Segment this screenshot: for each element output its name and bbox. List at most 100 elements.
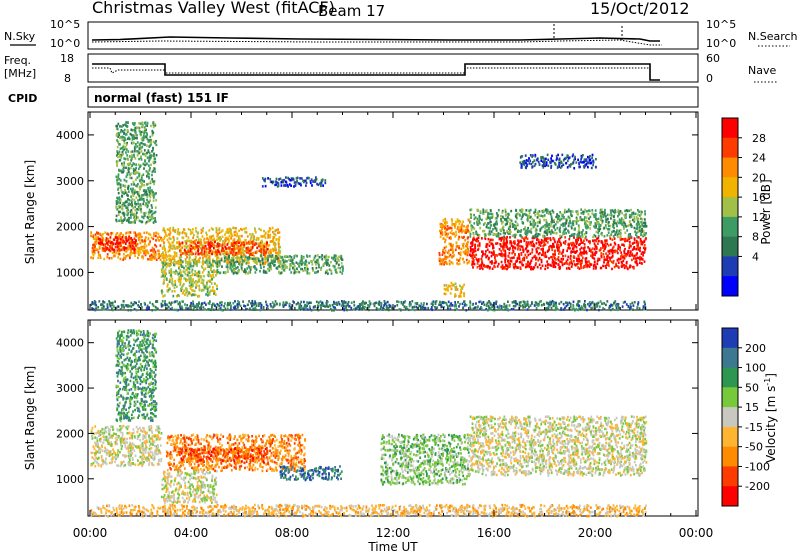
power-echo-cell [116, 178, 119, 182]
power-echo-cell [308, 261, 310, 265]
power-echo-cell [138, 194, 141, 198]
power-echo-cell [622, 238, 625, 241]
power-echo-cell [97, 253, 100, 257]
freq-label-line2: [MHz] [4, 67, 36, 80]
power-echo-cell [195, 251, 197, 254]
power-echo-cell [441, 231, 444, 234]
power-echo-cell [119, 199, 122, 202]
power-echo-cell [170, 268, 173, 271]
power-echo-cell [640, 240, 643, 243]
power-echo-cell [542, 225, 545, 228]
power-echo-cell [143, 193, 146, 196]
power-echo-cell [130, 150, 133, 154]
power-echo-cell [136, 208, 138, 211]
power-echo-cell [233, 231, 236, 234]
power-echo-cell [122, 219, 124, 222]
power-echo-cell [275, 177, 278, 181]
power-echo-cell [113, 250, 116, 254]
power-echo-cell [246, 248, 249, 251]
power-echo-cell [299, 259, 302, 263]
power-echo-cell [90, 231, 93, 234]
power-echo-cell [186, 239, 189, 242]
power-echo-cell [168, 249, 171, 252]
power-echo-cell [527, 226, 529, 230]
power-echo-cell [161, 246, 164, 249]
power-echo-cell [208, 235, 211, 239]
power-echo-cell [130, 237, 133, 240]
power-echo-cell [231, 270, 233, 273]
power-echo-cell [537, 259, 540, 262]
power-echo-cell [124, 201, 127, 204]
power-echo-cell [219, 252, 222, 256]
power-echo-cell [245, 262, 248, 265]
power-echo-cell [232, 255, 235, 259]
power-echo-cell [442, 248, 444, 252]
power-echo-cell [490, 238, 492, 242]
power-echo-cell [136, 141, 139, 144]
power-echo-cell [125, 238, 127, 242]
power-echo-cell [200, 231, 203, 235]
power-echo-cell [261, 241, 264, 244]
power-echo-cell [163, 245, 166, 248]
power-echo-cell [151, 217, 154, 220]
power-echo-cell [125, 255, 127, 258]
power-echo-cell [220, 258, 223, 261]
power-echo-cell [257, 242, 259, 245]
power-echo-cell [154, 243, 156, 247]
power-echo-cell [506, 229, 508, 233]
power-echo-cell [515, 213, 518, 216]
power-echo-cell [104, 249, 107, 253]
power-echo-cell [133, 240, 136, 244]
power-echo-cell [324, 181, 327, 185]
power-echo-cell [546, 241, 549, 244]
power-echo-cell [117, 132, 120, 135]
power-echo-cell [100, 234, 103, 238]
power-echo-cell [593, 260, 596, 263]
power-echo-cell [134, 157, 137, 160]
power-echo-cell [311, 263, 314, 266]
power-echo-cell [134, 205, 137, 209]
power-echo-cell [581, 231, 584, 234]
power-echo-cell [542, 247, 544, 251]
power-echo-cell [281, 258, 284, 262]
power-echo-cell [149, 167, 151, 170]
power-echo-cell [533, 266, 536, 269]
power-echo-cell [195, 238, 198, 242]
power-echo-cell [122, 184, 125, 187]
power-echo-cell [507, 230, 510, 234]
power-echo-cell [209, 261, 211, 265]
power-echo-cell [447, 251, 450, 255]
power-echo-cell [124, 236, 126, 239]
power-echo-cell [116, 154, 118, 157]
power-echo-cell [456, 262, 458, 265]
power-echo-cell [251, 243, 254, 246]
power-echo-cell [173, 254, 176, 258]
power-echo-cell [109, 239, 112, 242]
power-echo-cell [628, 240, 631, 244]
power-echo-cell [592, 235, 594, 239]
power-echo-cell [277, 231, 279, 234]
power-echo-cell [173, 290, 176, 293]
power-echo-cell [609, 234, 611, 238]
power-echo-cell [130, 251, 132, 254]
power-echo-cell [190, 283, 193, 287]
power-echo-cell [581, 241, 583, 244]
power-echo-cell [444, 250, 447, 253]
power-echo-cell [215, 228, 218, 232]
power-echo-cell [152, 169, 155, 173]
power-echo-cell [617, 235, 619, 239]
power-echo-cell [620, 255, 622, 258]
power-echo-cell [139, 144, 142, 148]
power-echo-cell [641, 230, 643, 233]
power-echo-cell [155, 258, 158, 262]
power-echo-cell [273, 232, 276, 236]
power-echo-cell [140, 209, 142, 212]
power-echo-cell [599, 211, 602, 214]
power-echo-cell [176, 245, 178, 249]
power-echo-cell [269, 254, 271, 257]
power-echo-cell [128, 247, 131, 250]
power-echo-cell [531, 217, 534, 221]
power-echo-cell [528, 209, 531, 212]
power-echo-cell [140, 245, 143, 249]
frequency-trace [92, 63, 660, 81]
